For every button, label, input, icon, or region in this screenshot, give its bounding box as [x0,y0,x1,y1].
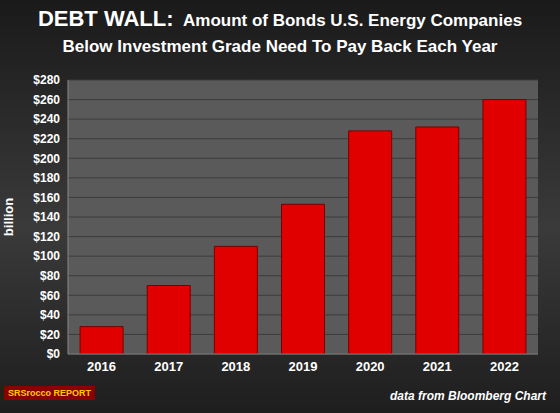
svg-text:$260: $260 [33,93,60,107]
svg-text:$200: $200 [33,152,60,166]
svg-text:$280: $280 [33,73,60,87]
svg-text:$240: $240 [33,112,60,126]
svg-text:$20: $20 [40,328,60,342]
svg-text:2018: 2018 [221,359,250,374]
svg-text:2019: 2019 [289,359,318,374]
svg-text:$180: $180 [33,171,60,185]
svg-text:$160: $160 [33,191,60,205]
svg-text:$40: $40 [40,308,60,322]
html-text:SRSrocco REPORT: SRSrocco REPORT [8,388,91,398]
svg-text:2021: 2021 [423,359,452,374]
svg-text:$100: $100 [33,249,60,263]
svg-text:2016: 2016 [87,359,116,374]
svg-text:$80: $80 [40,269,60,283]
svg-text:$60: $60 [40,289,60,303]
svg-text:$140: $140 [33,210,60,224]
svg-text:2020: 2020 [356,359,385,374]
svg-text:$0: $0 [47,347,61,361]
html-text:data from Bloomberg Chart: data from Bloomberg Chart [390,389,546,403]
svg-text:$120: $120 [33,230,60,244]
svg-text:billion: billion [8,198,16,236]
svg-text:2017: 2017 [154,359,183,374]
html-text:DEBT WALL:Amount of Bonds U.S.: DEBT WALL:Amount of Bonds U.S. Energy Co… [37,6,523,31]
svg-text:$220: $220 [33,132,60,146]
html-text:Below Investment Grade Need To: Below Investment Grade Need To Pay Back … [62,37,498,56]
svg-text:2022: 2022 [490,359,519,374]
